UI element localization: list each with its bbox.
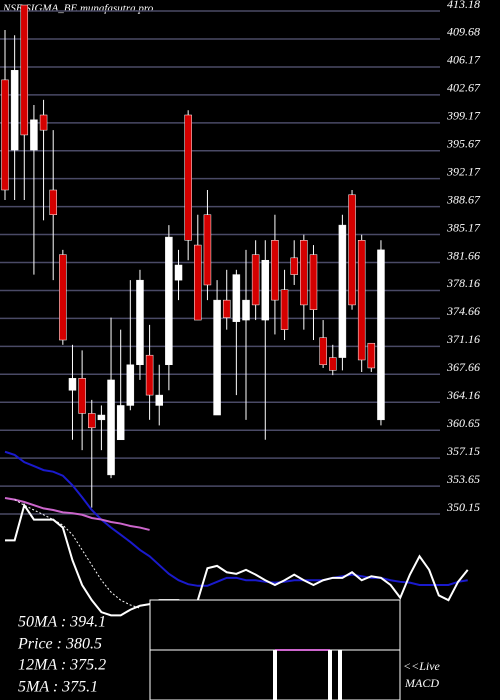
candle-body [59, 254, 67, 341]
y-tick-label: 409.68 [447, 25, 480, 39]
y-tick-label: 350.15 [446, 500, 480, 514]
candle-body [280, 289, 289, 330]
candles [1, 4, 385, 508]
ma-label: 5MA : 375.1 [18, 679, 98, 696]
candle-body [126, 364, 135, 406]
y-tick-label: 402.67 [447, 81, 481, 95]
macd-bar [338, 650, 342, 700]
candle-body [184, 114, 192, 241]
candle-body [78, 378, 86, 414]
macd-panel [149, 599, 401, 700]
candle-body [338, 224, 347, 358]
candle-body [271, 240, 279, 301]
candle-body [319, 337, 327, 366]
candle-body [329, 357, 337, 371]
candle-body [213, 299, 221, 416]
lines [4, 450, 469, 617]
candle-body [155, 394, 163, 406]
line-series [4, 450, 468, 587]
candle-body [377, 249, 385, 421]
ma-label: 50MA : 394.1 [18, 614, 106, 631]
candle-body [203, 214, 212, 286]
candle-body [309, 254, 318, 310]
candle-body [300, 240, 308, 306]
y-tick-label: 357.15 [446, 444, 480, 458]
candle-body [194, 244, 202, 321]
y-tick-label: 385.17 [446, 220, 481, 234]
macd-bar [328, 650, 332, 700]
y-tick-label: 392.17 [446, 164, 481, 178]
y-tick-label: 395.67 [446, 137, 481, 151]
ma-label: 12MA : 375.2 [18, 657, 106, 674]
candle-body [290, 257, 298, 275]
grid: 413.18 409.68 406.17 402.67 399.17 395.67 392.… [0, 0, 481, 515]
y-tick-label: 374.66 [446, 304, 480, 318]
candle-body [261, 259, 270, 321]
candle-body [174, 264, 183, 281]
macd-bar [273, 650, 277, 700]
y-tick-label: 413.18 [447, 0, 480, 11]
y-tick-label: 399.17 [446, 109, 481, 123]
candle-body [116, 405, 125, 441]
y-tick-label: 406.17 [447, 53, 481, 67]
candle-body [49, 189, 57, 215]
candle-body [348, 194, 356, 306]
candle-body [242, 299, 250, 321]
candle-body [145, 354, 154, 396]
candle-body [1, 79, 9, 191]
candle-body [222, 299, 231, 318]
candle-body [10, 70, 19, 151]
y-tick-label: 353.65 [446, 472, 480, 486]
live-label: <<Live [403, 659, 441, 673]
y-tick-label: 378.16 [446, 276, 480, 290]
price-label: Price : 380.5 [17, 636, 102, 653]
candle-body [165, 236, 173, 366]
candle-body [136, 279, 144, 366]
candle-body [357, 240, 366, 361]
candle-body [39, 114, 48, 131]
line-series [4, 497, 150, 531]
line-series [14, 499, 141, 609]
candle-body [20, 4, 29, 136]
y-tick-label: 364.16 [446, 388, 480, 402]
y-tick-label: 360.65 [446, 416, 480, 430]
candle-body [367, 342, 376, 369]
y-tick-label: 381.66 [446, 248, 480, 262]
line-series [5, 502, 469, 617]
candle-body [30, 119, 38, 151]
candle-body [97, 414, 106, 421]
candle-body [107, 379, 115, 476]
y-tick-label: 367.66 [446, 360, 480, 374]
macd-label: MACD [404, 676, 439, 690]
candle-body [232, 274, 241, 322]
candle-body [68, 378, 77, 391]
y-tick-label: 371.16 [446, 332, 480, 346]
candle-body [251, 254, 260, 306]
candle-body [88, 413, 96, 429]
y-tick-label: 388.67 [446, 192, 481, 206]
